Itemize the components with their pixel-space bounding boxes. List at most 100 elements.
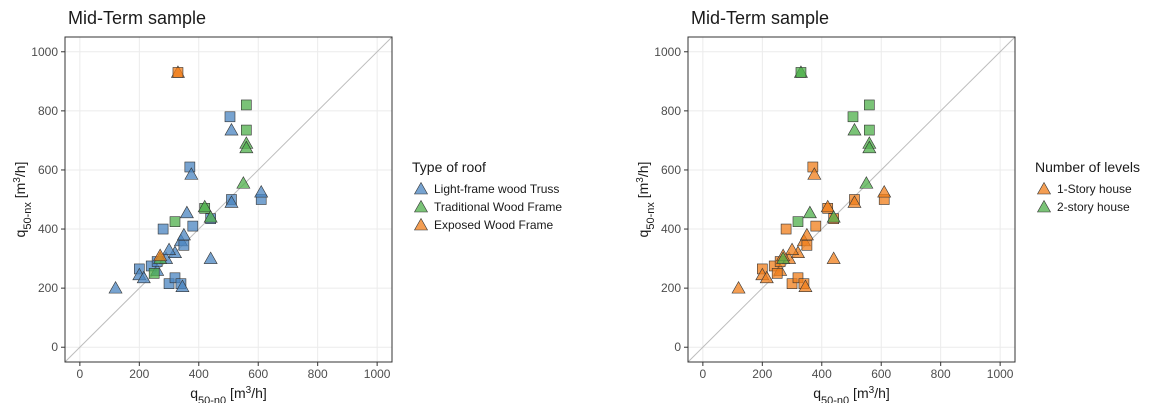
y-tick-label: 400 [38,222,58,236]
point-square [157,223,169,235]
y-tick-label: 800 [661,104,681,118]
y-axis-label-part: 3 [635,177,646,183]
point-triangle [184,167,199,180]
point-triangle [731,281,746,294]
point-square [224,111,236,123]
plot-border [64,36,393,363]
point-triangle [203,210,218,223]
y-tick-label: 600 [661,163,681,177]
point-triangle [236,176,251,189]
y-axis-label: q50-nx [m3/h] [635,162,658,238]
chart-title: Mid-Term sample [68,8,206,28]
x-axis-label-part: [m [849,385,868,401]
point-square [792,216,804,227]
point-square [810,220,822,232]
point-square [169,272,181,284]
y-tick-label: 200 [38,281,58,295]
point-triangle [224,195,239,208]
y-axis-label-part: /h] [635,162,651,178]
point-square [169,216,181,227]
point-triangle [826,251,841,264]
x-axis-label-part: 50-n0 [198,395,226,403]
panel: Mid-Term sample 0 200 400 600 800 1000 0 200 400 6… [635,8,1141,403]
point-square [847,111,859,123]
point-square [864,99,875,111]
x-tick-label: 800 [931,367,951,381]
x-axis-label-part: q [813,385,821,401]
y-axis-label-part: [m [635,183,651,202]
point-triangle [108,281,123,294]
panel: Mid-Term sample 0 200 400 600 800 1000 0 200 400 6… [12,8,563,403]
point-triangle [413,199,429,213]
point-square [163,278,175,290]
x-tick-label: 1000 [364,367,391,381]
point-triangle [807,167,822,180]
chart-title: Mid-Term sample [691,8,829,28]
y-axis-label-part: 50-nx [22,202,34,230]
point-triangle [802,205,817,219]
point-square [864,124,875,136]
x-tick-label: 600 [871,367,891,381]
x-axis-label-part: 50-n0 [821,395,849,403]
y-axis-label-part: [m [12,183,28,202]
y-tick-label: 600 [38,163,58,177]
x-tick-label: 400 [189,367,209,381]
point-square [792,272,804,284]
x-axis-label-part: 3 [869,385,875,396]
point-triangle [1036,199,1052,213]
point-square [771,268,783,279]
point-triangle [203,251,218,264]
point-triangle [776,251,791,264]
point-triangle [1036,181,1052,195]
legend-label: Exposed Wood Frame [434,218,553,232]
y-tick-label: 1000 [654,45,681,59]
y-axis-label-part: 3 [12,177,23,183]
y-tick-label: 1000 [31,45,58,59]
point-triangle [759,270,774,284]
point-triangle [847,195,862,208]
legend-label: Traditional Wood Frame [434,200,562,214]
y-tick-label: 0 [674,340,681,354]
point-triangle [224,122,239,136]
point-triangle [862,140,877,154]
point-triangle [153,248,168,261]
point-triangle [826,210,841,223]
legend-label: Light-frame wood Truss [434,182,559,196]
point-square [795,67,807,78]
point-triangle [239,140,254,154]
point-triangle [785,242,800,256]
point-triangle [877,185,892,198]
point-triangle [413,217,429,231]
y-tick-label: 800 [38,104,58,118]
y-axis-label-part: 50-nx [645,202,657,230]
point-triangle [179,205,194,219]
point-square [786,278,798,290]
point-square [187,220,199,232]
x-axis-label: q50-n0 [m3/h] [813,385,890,403]
x-axis-label: q50-n0 [m3/h] [190,385,267,403]
x-tick-label: 200 [752,367,772,381]
y-tick-label: 0 [51,340,58,354]
point-square [178,239,190,251]
x-tick-label: 200 [129,367,149,381]
y-axis-label-part: q [635,230,651,238]
x-axis-label-part: /h] [251,385,267,401]
point-square [148,268,160,279]
x-tick-label: 1000 [987,367,1014,381]
x-axis-label-part: [m [226,385,245,401]
y-axis-label: q50-nx [m3/h] [12,162,35,238]
x-axis-label-part: 3 [246,385,252,396]
x-tick-label: 0 [700,367,707,381]
point-triangle [799,227,814,241]
y-tick-label: 400 [661,222,681,236]
legend-label: 2-story house [1057,200,1130,214]
x-tick-label: 0 [77,367,84,381]
plot-border [687,36,1016,363]
point-triangle [820,199,835,213]
x-tick-label: 800 [308,367,328,381]
point-square [241,124,252,136]
point-triangle [162,242,177,256]
x-tick-label: 400 [812,367,832,381]
legend-title: Number of levels [1035,159,1140,175]
